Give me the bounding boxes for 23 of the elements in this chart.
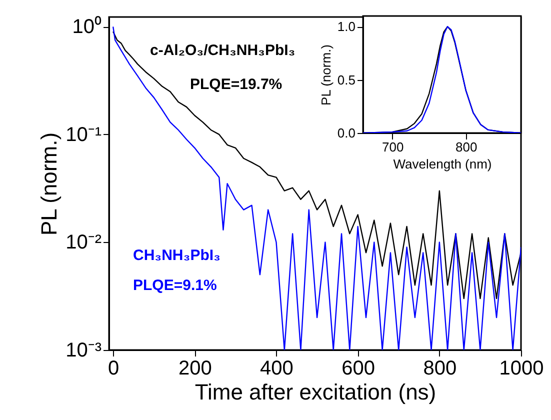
y-tick-label: 10⁻¹ [66,124,102,146]
y-tick-label: 10⁻³ [66,340,102,362]
y-tick-label: 10⁰ [72,15,102,38]
y-tick-label: 1.0 [337,19,356,34]
y-axis-title: PL (norm.) [36,132,62,236]
x-axis-title: Wavelength (nm) [393,156,492,172]
annotation: PLQE=9.1% [133,277,217,294]
x-tick-label: 800 [423,358,457,380]
x-tick-label: 700 [382,140,404,154]
annotation: PLQE=19.7% [190,76,282,93]
y-tick-label: 0.0 [337,126,356,140]
series-label: CH₃NH₃PbI₃ [133,247,221,264]
x-tick-label: 0 [108,358,120,380]
x-tick-label: 1000 [499,358,544,380]
y-axis-title: PL (norm.) [318,44,334,106]
y-tick-label: 10⁻² [66,232,102,254]
x-tick-label: 600 [342,358,376,380]
y-tick-label: 0.5 [337,72,356,88]
series-label: c-Al₂O₃/CH₃NH₃PbI₃ [150,42,296,59]
x-axis-title: Time after excitation (ns) [194,380,436,404]
x-tick-label: 400 [260,358,294,380]
x-tick-label: 200 [178,358,212,380]
x-tick-label: 800 [456,140,478,154]
